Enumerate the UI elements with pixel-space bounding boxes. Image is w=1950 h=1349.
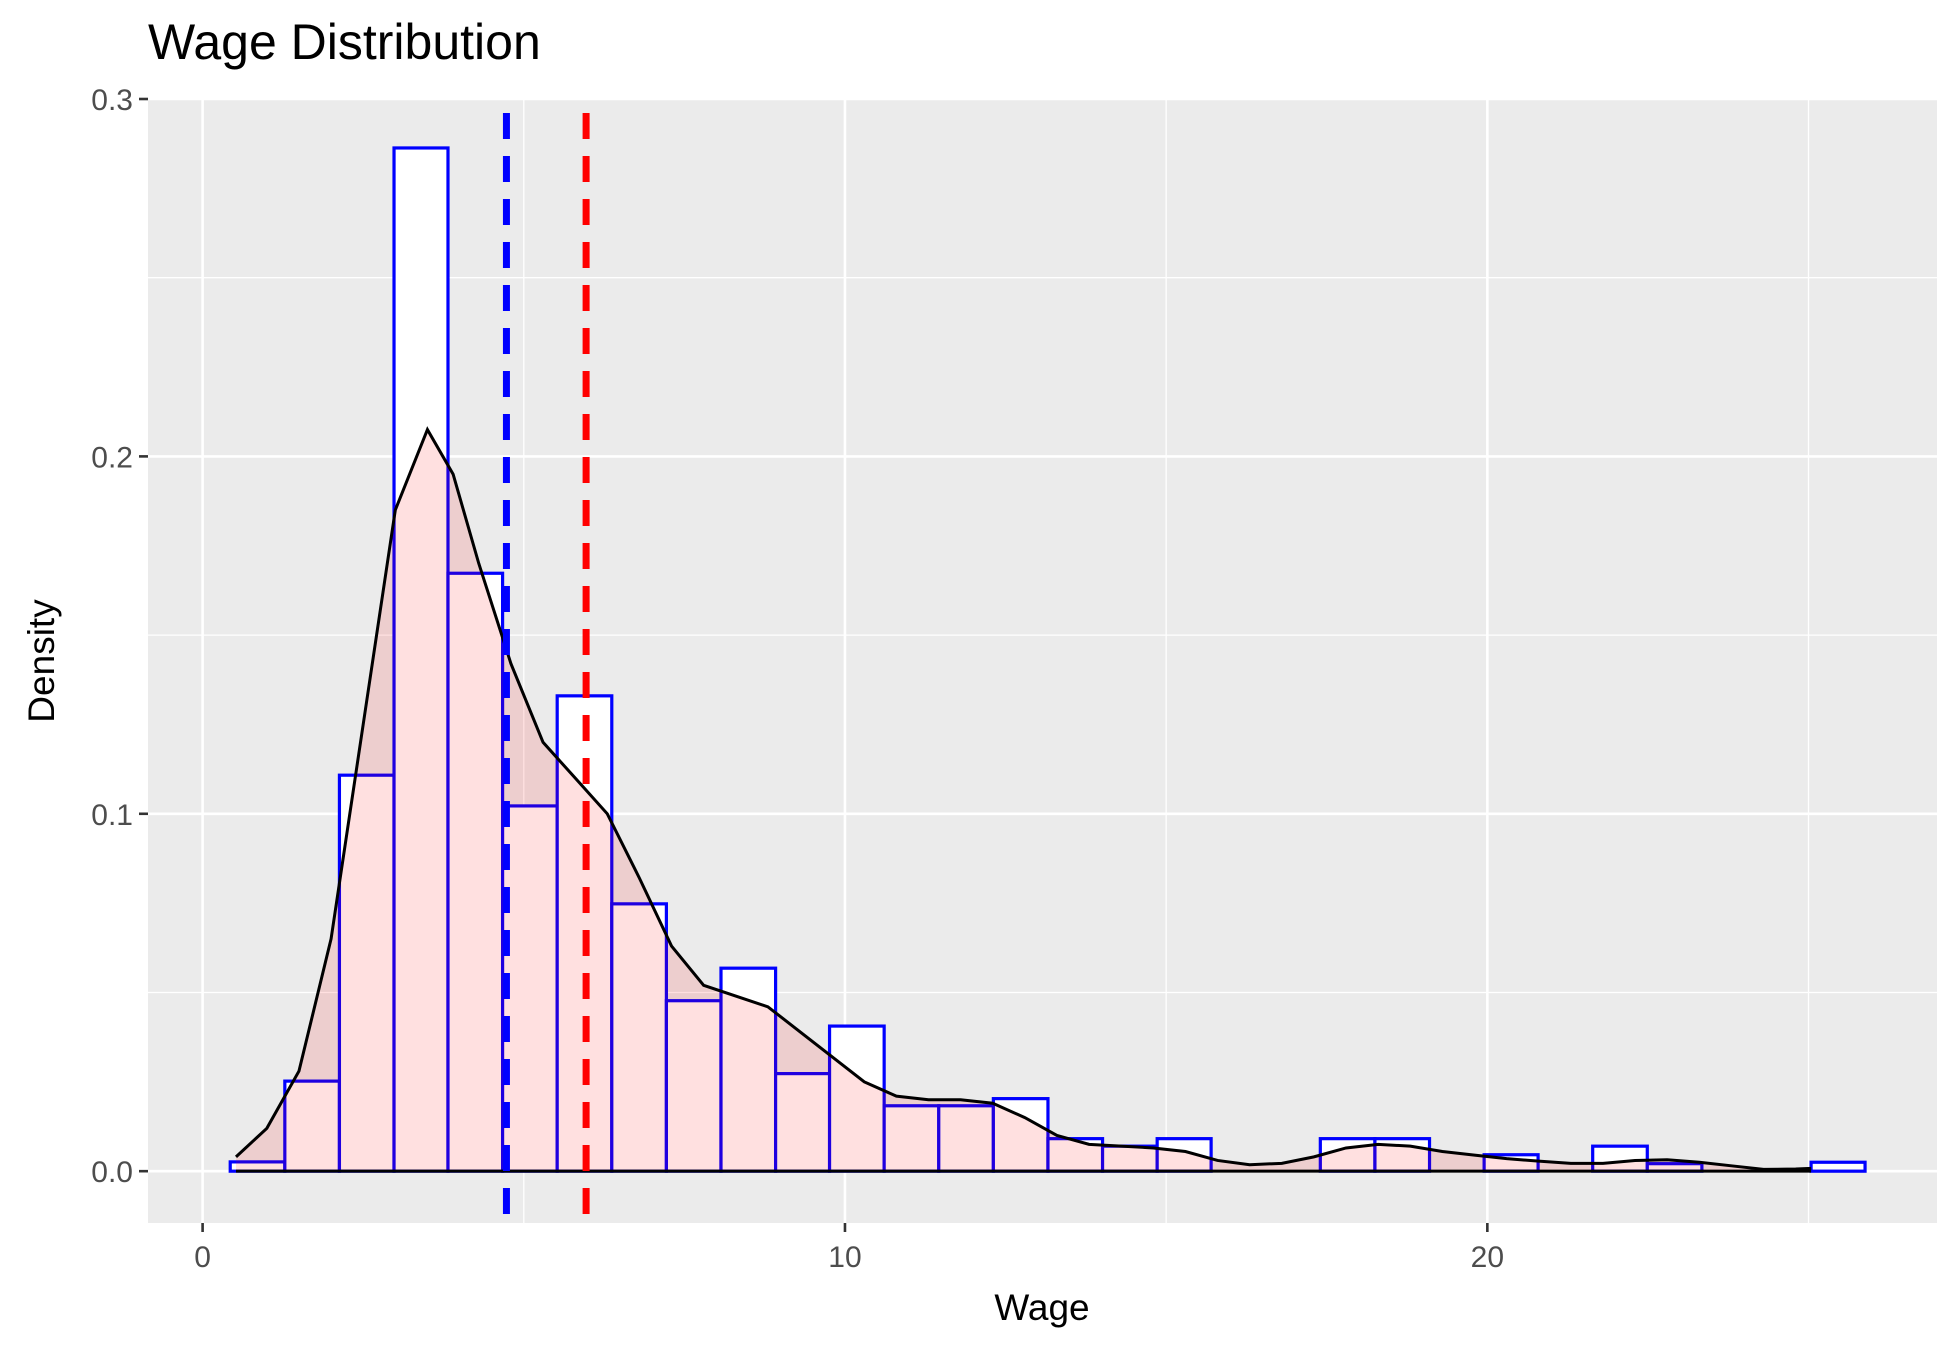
density-curve [234, 426, 1812, 1171]
histogram-bar [1809, 1160, 1867, 1173]
histogram-bar [500, 804, 559, 1173]
y-tick-label: 0.1 [91, 799, 133, 832]
chart-title: Wage Distribution [148, 14, 541, 70]
x-tick-label: 10 [828, 1241, 861, 1274]
reference-lines [502, 113, 590, 1223]
y-tick-label: 0.0 [91, 1156, 133, 1189]
x-axis-title: Wage [994, 1287, 1089, 1328]
density-area [236, 429, 1812, 1172]
y-tick-label: 0.2 [91, 441, 133, 474]
y-tick-label: 0.3 [91, 84, 133, 117]
x-tick-label: 20 [1471, 1241, 1504, 1274]
y-axis-title: Density [21, 599, 62, 723]
histogram-bar [1591, 1144, 1649, 1173]
density-layer [234, 426, 1812, 1172]
histogram-bar [827, 1024, 886, 1173]
x-tick-label: 0 [194, 1241, 211, 1274]
histogram-bar [610, 902, 668, 1173]
axes: 0.0 0.1 0.2 0.3 0 10 20 [91, 84, 1504, 1274]
histogram-bar [991, 1097, 1050, 1173]
histogram-bar [719, 966, 778, 1173]
